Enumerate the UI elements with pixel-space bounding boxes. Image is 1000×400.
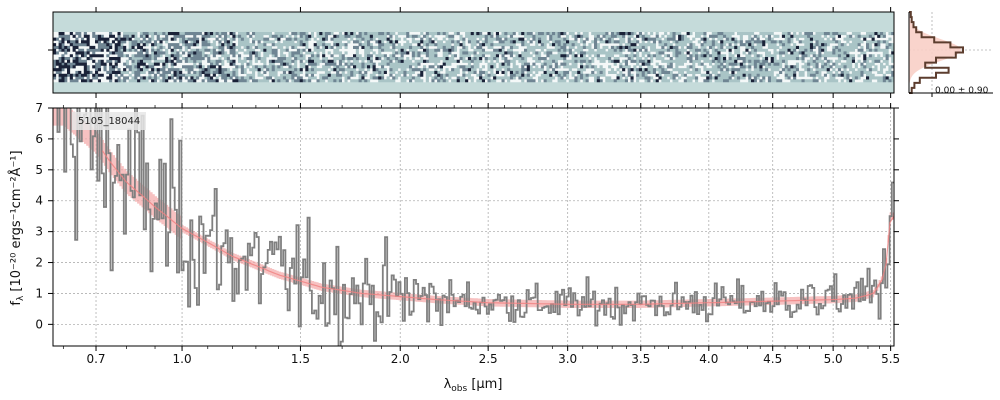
- x-tick-label: 4.0: [699, 352, 718, 366]
- histogram-step-line: [909, 11, 964, 94]
- y-axis-label-unit: [10⁻²⁰ ergs⁻¹cm⁻²Å⁻¹]: [8, 150, 24, 295]
- spectrum-2d-frame: [52, 11, 895, 94]
- model-line: [101, 150, 894, 305]
- x-axis-label-symbol: λ: [444, 377, 452, 392]
- x-axis-label-subscript: obs: [451, 384, 467, 394]
- y-tick-label: 1: [35, 286, 43, 300]
- x-tick-label: 4.5: [763, 352, 782, 366]
- spectrum-2d-panel: [48, 7, 895, 98]
- x-tick-label: 5.5: [881, 352, 900, 366]
- x-axis-label-unit: [μm]: [467, 377, 502, 392]
- y-tick-label: 0: [35, 317, 43, 331]
- data-spectrum-line: [56, 108, 894, 346]
- x-tick-label: 1.0: [173, 352, 192, 366]
- main-plot: 0.7 1.0 1.5 2.0 2.5 3.0 3.5 4.0 4.5 5.0 5.5 0 1 2 3 4 5 6…: [35, 101, 900, 366]
- y-tick-label: 6: [35, 132, 43, 146]
- object-label-box: [72, 112, 146, 130]
- x-tick-label: 5.0: [824, 352, 843, 366]
- residual-histogram: [908, 11, 993, 97]
- x-tick-label: 3.0: [558, 352, 577, 366]
- y-axis-label-subscript: λ: [16, 295, 26, 301]
- x-tick-label: 2.5: [479, 352, 498, 366]
- y-tick-label: 3: [35, 225, 43, 239]
- y-tick-label: 2: [35, 256, 43, 270]
- x-tick-label: 0.7: [86, 352, 105, 366]
- y-tick-label: 7: [35, 101, 43, 115]
- x-tick-label: 1.5: [291, 352, 310, 366]
- y-axis-label: fλ [10⁻²⁰ ergs⁻¹cm⁻²Å⁻¹]: [8, 150, 26, 305]
- x-tick-label: 2.0: [391, 352, 410, 366]
- main-plot-frame: [52, 107, 895, 347]
- y-tick-label: 5: [35, 163, 43, 177]
- y-axis-label-symbol: f: [9, 301, 24, 306]
- spectrum-2d-dark-pixels: [53, 32, 895, 83]
- x-tick-label: 3.5: [631, 352, 650, 366]
- y-tick-label: 4: [35, 194, 43, 208]
- histogram-label: 0.00 ± 0.90: [935, 86, 989, 96]
- object-label: 5105_18044: [78, 116, 140, 127]
- spectrum-2d-mid-pixels: [53, 32, 895, 83]
- x-axis-label: λobs [μm]: [444, 377, 503, 394]
